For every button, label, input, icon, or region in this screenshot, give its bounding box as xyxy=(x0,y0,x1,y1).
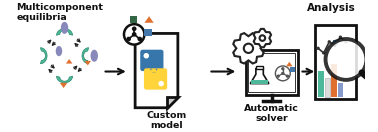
Polygon shape xyxy=(40,48,47,64)
Circle shape xyxy=(286,74,289,78)
Circle shape xyxy=(281,72,285,75)
Polygon shape xyxy=(286,62,293,66)
Bar xyxy=(290,67,295,72)
Circle shape xyxy=(281,67,285,70)
Polygon shape xyxy=(251,80,268,84)
Circle shape xyxy=(344,40,348,43)
Circle shape xyxy=(144,54,148,58)
Polygon shape xyxy=(250,69,269,84)
FancyBboxPatch shape xyxy=(140,50,163,71)
Bar xyxy=(256,66,263,69)
Text: Automatic
solver: Automatic solver xyxy=(244,104,299,123)
Polygon shape xyxy=(254,29,271,47)
Bar xyxy=(144,29,152,36)
Circle shape xyxy=(322,51,325,55)
Polygon shape xyxy=(66,59,73,64)
Bar xyxy=(318,71,324,97)
Polygon shape xyxy=(82,48,89,64)
FancyBboxPatch shape xyxy=(144,68,167,90)
Circle shape xyxy=(132,32,136,37)
Polygon shape xyxy=(56,76,73,83)
Circle shape xyxy=(260,35,265,41)
Bar xyxy=(338,83,343,97)
Bar xyxy=(325,78,330,97)
Circle shape xyxy=(325,39,366,80)
Polygon shape xyxy=(167,97,178,108)
Polygon shape xyxy=(135,33,178,108)
Circle shape xyxy=(276,74,280,78)
Polygon shape xyxy=(56,29,73,35)
Bar xyxy=(246,50,298,95)
Polygon shape xyxy=(60,83,67,88)
Bar xyxy=(130,16,137,23)
Polygon shape xyxy=(150,69,157,72)
Circle shape xyxy=(126,37,131,41)
Polygon shape xyxy=(144,16,154,23)
Circle shape xyxy=(244,44,253,53)
Ellipse shape xyxy=(91,50,98,62)
Ellipse shape xyxy=(56,46,62,56)
Circle shape xyxy=(328,40,331,43)
Circle shape xyxy=(333,44,336,47)
Circle shape xyxy=(316,47,320,50)
Circle shape xyxy=(138,37,142,41)
Circle shape xyxy=(339,36,342,39)
Text: Analysis: Analysis xyxy=(307,3,355,13)
Circle shape xyxy=(276,66,290,81)
Bar xyxy=(248,53,295,92)
Circle shape xyxy=(159,82,163,86)
Bar xyxy=(315,25,356,99)
Circle shape xyxy=(124,24,144,45)
Text: Multicomponent
equilibria: Multicomponent equilibria xyxy=(16,3,103,22)
Polygon shape xyxy=(150,69,157,72)
Bar xyxy=(333,40,338,45)
Polygon shape xyxy=(233,33,263,63)
Text: Custom
model: Custom model xyxy=(147,110,187,130)
Polygon shape xyxy=(85,61,91,65)
Circle shape xyxy=(132,27,136,31)
Bar xyxy=(331,64,337,97)
Ellipse shape xyxy=(61,22,68,34)
